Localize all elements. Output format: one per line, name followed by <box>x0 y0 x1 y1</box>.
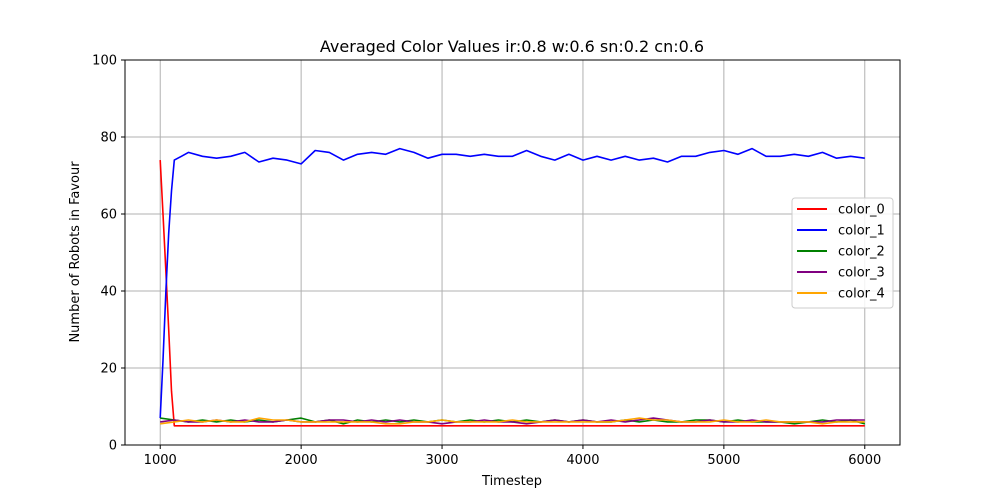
series-line-color-4 <box>160 417 865 425</box>
legend-label-color-2: color_2 <box>838 245 885 260</box>
series-line-color-1 <box>159 147 865 419</box>
series-line-color-3 <box>160 417 865 425</box>
legend-label-color-1: color_1 <box>838 224 885 239</box>
x-tick-label: 3000 <box>425 453 458 468</box>
plot-frame <box>124 59 901 446</box>
y-tick-label: 100 <box>92 54 117 69</box>
legend-box <box>791 197 894 309</box>
legend-label-color-3: color_3 <box>838 266 885 281</box>
plot-lines <box>159 147 866 427</box>
x-tick-label: 1000 <box>144 453 177 468</box>
x-tick-label: 2000 <box>285 453 318 468</box>
legend: color_0 color_1 color_2 color_3 color_4 <box>791 197 894 309</box>
y-axis: 0 20 40 60 80 100 <box>92 54 125 454</box>
x-axis-label: Timestep <box>481 474 542 489</box>
y-tick-label: 0 <box>109 439 117 454</box>
y-tick-label: 80 <box>100 131 117 146</box>
legend-label-color-0: color_0 <box>838 203 885 218</box>
legend-label-color-4: color_4 <box>838 287 885 302</box>
series-line-color-0 <box>159 160 865 427</box>
x-tick-label: 6000 <box>848 453 881 468</box>
y-tick-label: 20 <box>100 362 117 377</box>
y-axis-label: Number of Robots in Favour <box>68 161 83 343</box>
y-tick-label: 40 <box>100 285 117 300</box>
x-tick-label: 4000 <box>566 453 599 468</box>
x-tick-label: 5000 <box>707 453 740 468</box>
chart-title: Averaged Color Values ir:0.8 w:0.6 sn:0.… <box>320 37 704 56</box>
grid-lines <box>125 59 900 446</box>
x-axis: 1000 2000 3000 4000 5000 6000 <box>144 445 881 468</box>
y-tick-label: 60 <box>100 208 117 223</box>
